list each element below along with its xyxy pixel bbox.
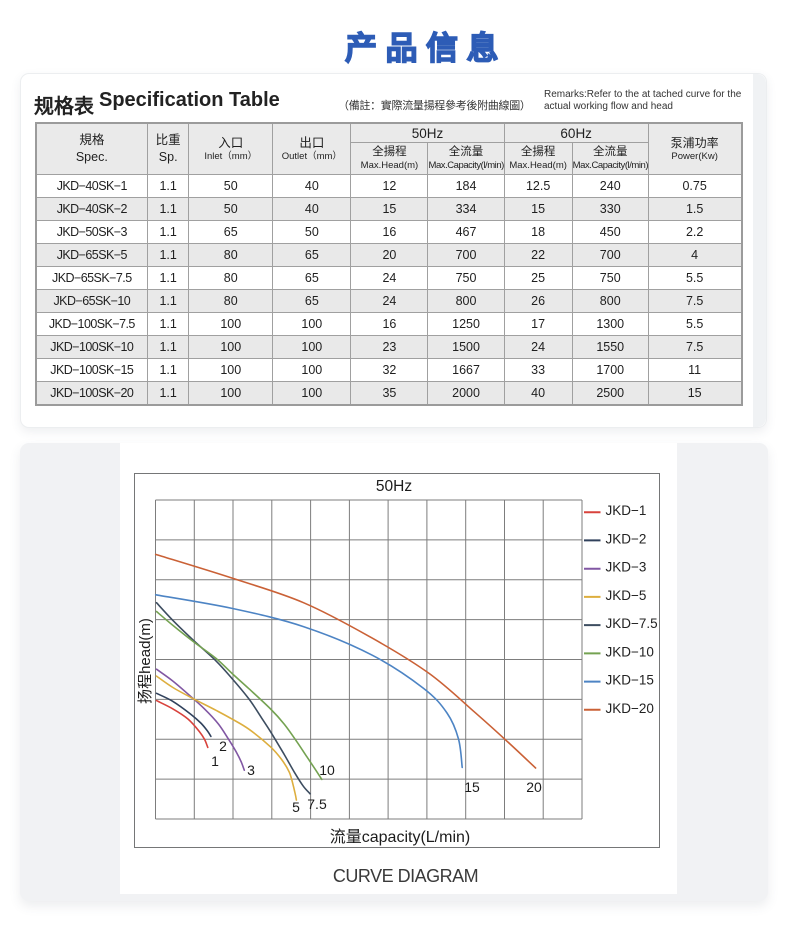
svg-text:5: 5 — [292, 799, 300, 815]
svg-text:JKD−7.5: JKD−7.5 — [605, 616, 657, 631]
svg-text:JKD−3: JKD−3 — [605, 559, 646, 574]
svg-text:1: 1 — [211, 753, 219, 769]
svg-text:JKD−5: JKD−5 — [605, 587, 646, 602]
svg-text:JKD−1: JKD−1 — [605, 503, 646, 518]
svg-text:2: 2 — [219, 738, 227, 754]
svg-text:10: 10 — [319, 762, 335, 778]
svg-text:JKD−10: JKD−10 — [605, 644, 653, 659]
svg-text:15: 15 — [464, 779, 480, 795]
svg-text:JKD−15: JKD−15 — [605, 672, 653, 687]
svg-text:JKD−2: JKD−2 — [605, 531, 646, 546]
svg-text:JKD−20: JKD−20 — [605, 700, 653, 715]
svg-text:3: 3 — [247, 762, 255, 778]
svg-text:7.5: 7.5 — [307, 796, 327, 812]
svg-text:20: 20 — [526, 779, 542, 795]
